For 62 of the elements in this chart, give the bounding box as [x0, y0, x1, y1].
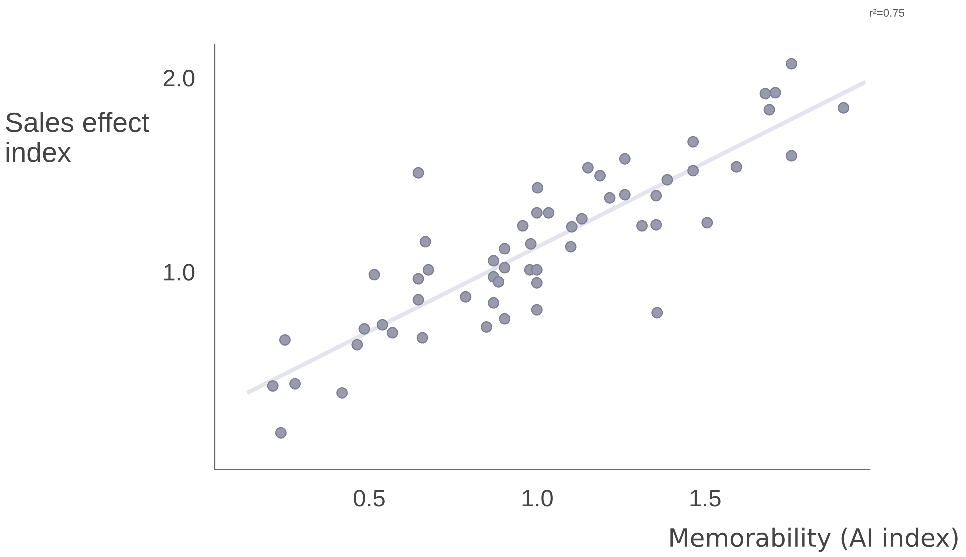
point [702, 217, 714, 229]
point [499, 262, 511, 274]
point [358, 323, 370, 335]
point [594, 170, 606, 182]
point [290, 378, 301, 390]
y-tick-label: 2.0 [164, 70, 195, 87]
point [499, 313, 511, 325]
point [531, 207, 543, 219]
point [422, 264, 434, 276]
point [412, 167, 424, 179]
point [786, 58, 798, 70]
point [650, 219, 662, 231]
point [688, 136, 700, 148]
point [525, 238, 537, 250]
point [838, 102, 850, 114]
point [267, 380, 279, 392]
point [420, 236, 432, 248]
point [386, 327, 398, 339]
point [368, 269, 380, 281]
point [576, 213, 588, 225]
point [760, 88, 772, 100]
point [582, 162, 594, 174]
text: r²=0.75 [870, 9, 905, 17]
point [412, 273, 424, 285]
point [517, 220, 529, 232]
point [636, 220, 648, 232]
point [688, 165, 700, 177]
point [376, 319, 388, 331]
x-tick-label: 1.0 [522, 490, 553, 507]
point [336, 387, 348, 399]
point [650, 190, 662, 202]
point [488, 255, 500, 267]
point [493, 276, 505, 288]
point [460, 291, 472, 303]
point [543, 207, 555, 219]
point [730, 161, 742, 173]
point [619, 153, 631, 165]
point [565, 241, 577, 253]
point [531, 264, 543, 276]
point [531, 304, 543, 316]
point [280, 334, 291, 346]
point [764, 104, 776, 116]
point [412, 294, 424, 306]
point [352, 339, 364, 351]
point [481, 321, 492, 333]
point [499, 243, 511, 255]
x-axis-title: Memorability (AI index) [670, 528, 958, 552]
point [566, 221, 578, 233]
point [532, 182, 544, 194]
point [275, 427, 287, 439]
x-tick-label: 1.5 [690, 490, 721, 507]
point [770, 87, 782, 99]
point [786, 150, 798, 162]
y-axis-title: Sales effect index [6, 112, 150, 162]
point [488, 297, 500, 309]
point [604, 192, 616, 204]
point [531, 277, 543, 289]
point [652, 307, 664, 319]
point [619, 189, 631, 201]
x-tick-label: 0.5 [354, 490, 385, 507]
point [662, 174, 674, 186]
point [416, 332, 428, 344]
